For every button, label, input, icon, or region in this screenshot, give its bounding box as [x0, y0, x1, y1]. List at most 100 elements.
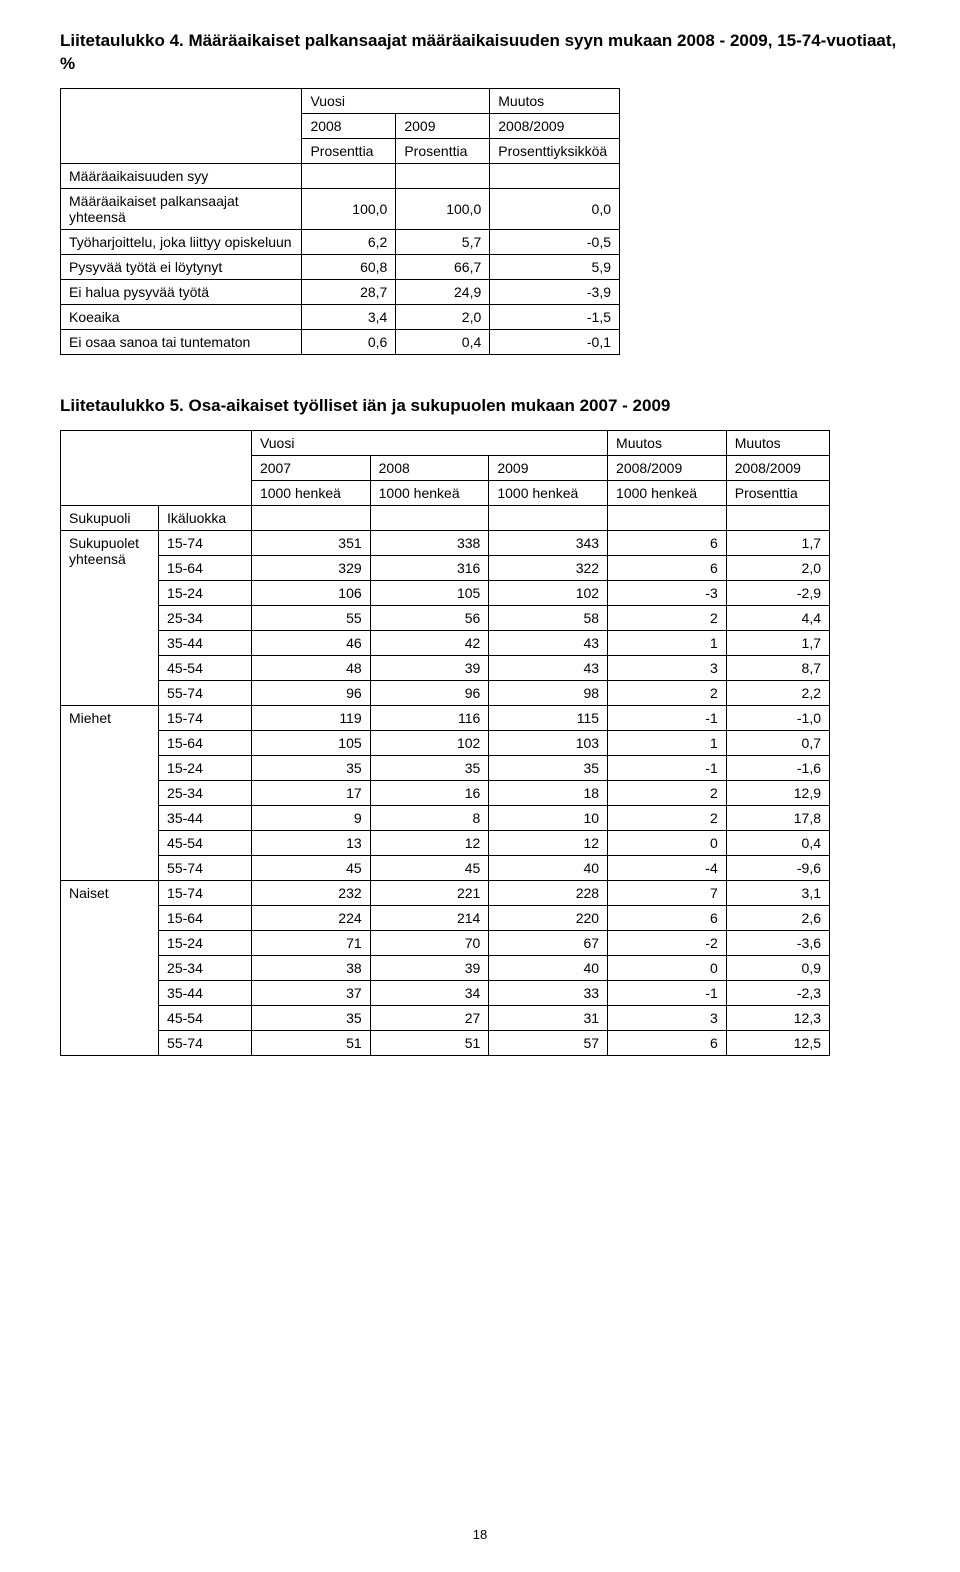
cell: -1,5 — [490, 304, 620, 329]
table4-header-muutos: Muutos — [490, 88, 620, 113]
cell: 338 — [370, 530, 489, 555]
cell: 12,5 — [726, 1030, 829, 1055]
cell: 322 — [489, 555, 608, 580]
cell: 6 — [608, 1030, 727, 1055]
cell: -3,6 — [726, 930, 829, 955]
table5-header-chg1: 2008/2009 — [608, 455, 727, 480]
age-label: 25-34 — [159, 605, 252, 630]
cell: 351 — [251, 530, 370, 555]
cell: 0,6 — [302, 329, 396, 354]
cell: 100,0 — [302, 188, 396, 229]
age-label: 15-74 — [159, 530, 252, 555]
cell: 60,8 — [302, 254, 396, 279]
table5-header-muutos2: Muutos — [726, 430, 829, 455]
cell: 38 — [251, 955, 370, 980]
cell: 70 — [370, 930, 489, 955]
age-label: 55-74 — [159, 680, 252, 705]
age-label: 15-24 — [159, 580, 252, 605]
table-row: 15-24353535-1-1,6 — [61, 755, 830, 780]
table4-title: Liitetaulukko 4. Määräaikaiset palkansaa… — [60, 30, 900, 76]
cell: 3,1 — [726, 880, 829, 905]
row-label: Työharjoittelu, joka liittyy opiskeluun — [61, 229, 302, 254]
cell: 71 — [251, 930, 370, 955]
cell: 5,9 — [490, 254, 620, 279]
cell: 0,0 — [490, 188, 620, 229]
cell: 2,2 — [726, 680, 829, 705]
table-row: Ei osaa sanoa tai tuntematon0,60,4-0,1 — [61, 329, 620, 354]
cell — [251, 505, 370, 530]
cell: 35 — [251, 1005, 370, 1030]
table5-unit-5: Prosenttia — [726, 480, 829, 505]
table5-header-2008: 2008 — [370, 455, 489, 480]
cell: -2 — [608, 930, 727, 955]
table-row: Miehet15-74119116115-1-1,0 — [61, 705, 830, 730]
table-row: 35-4446424311,7 — [61, 630, 830, 655]
age-label: 35-44 — [159, 805, 252, 830]
table-row: Pysyvää työtä ei löytynyt60,866,75,9 — [61, 254, 620, 279]
cell: -1 — [608, 755, 727, 780]
cell: 39 — [370, 655, 489, 680]
cell: 98 — [489, 680, 608, 705]
age-label: 45-54 — [159, 830, 252, 855]
cell: 34 — [370, 980, 489, 1005]
table5-header-2007: 2007 — [251, 455, 370, 480]
cell: -0,5 — [490, 229, 620, 254]
cell — [396, 163, 490, 188]
cell: 5,7 — [396, 229, 490, 254]
table5-header-vuosi: Vuosi — [251, 430, 607, 455]
table-row: 45-54352731312,3 — [61, 1005, 830, 1030]
cell: -2,3 — [726, 980, 829, 1005]
table-row: SukupuoliIkäluokka — [61, 505, 830, 530]
table-row: 55-7496969822,2 — [61, 680, 830, 705]
cell: 39 — [370, 955, 489, 980]
age-label: 15-24 — [159, 930, 252, 955]
cell: 0,7 — [726, 730, 829, 755]
row-label: Määräaikaisuuden syy — [61, 163, 302, 188]
cell: 67 — [489, 930, 608, 955]
cell: 0,4 — [726, 830, 829, 855]
table-row: Työharjoittelu, joka liittyy opiskeluun6… — [61, 229, 620, 254]
table4-header-2008: 2008 — [302, 113, 396, 138]
cell: -3,9 — [490, 279, 620, 304]
row-label: Pysyvää työtä ei löytynyt — [61, 254, 302, 279]
cell: 1 — [608, 730, 727, 755]
cell: 2 — [608, 805, 727, 830]
age-label: 15-74 — [159, 880, 252, 905]
age-label: 35-44 — [159, 630, 252, 655]
cell: 1,7 — [726, 530, 829, 555]
cell: 12,9 — [726, 780, 829, 805]
cell: 105 — [370, 580, 489, 605]
cell: 102 — [489, 580, 608, 605]
table4-header-vuosi: Vuosi — [302, 88, 490, 113]
cell — [608, 505, 727, 530]
table4-header-chg: 2008/2009 — [490, 113, 620, 138]
row-label: Määräaikaiset palkansaajat yhteensä — [61, 188, 302, 229]
cell: 57 — [489, 1030, 608, 1055]
cell: 24,9 — [396, 279, 490, 304]
table4-unit-3: Prosenttiyksikköä — [490, 138, 620, 163]
cell: 35 — [251, 755, 370, 780]
table-row: 25-3455565824,4 — [61, 605, 830, 630]
cell: 55 — [251, 605, 370, 630]
cell: -3 — [608, 580, 727, 605]
cell: 96 — [251, 680, 370, 705]
table-row: Määräaikaiset palkansaajat yhteensä100,0… — [61, 188, 620, 229]
cell: 16 — [370, 780, 489, 805]
cell: 46 — [251, 630, 370, 655]
table-row: 25-34171618212,9 — [61, 780, 830, 805]
cell — [489, 505, 608, 530]
table-row: 55-74515157612,5 — [61, 1030, 830, 1055]
cell: 221 — [370, 880, 489, 905]
group-label: Naiset — [61, 880, 159, 1055]
table4: Vuosi Muutos 2008 2009 2008/2009 Prosent… — [60, 88, 620, 355]
row-label: Ei osaa sanoa tai tuntematon — [61, 329, 302, 354]
row-label: Ei halua pysyvää työtä — [61, 279, 302, 304]
cell: 40 — [489, 955, 608, 980]
cell: 17,8 — [726, 805, 829, 830]
table-row: Koeaika3,42,0-1,5 — [61, 304, 620, 329]
cell: 232 — [251, 880, 370, 905]
cell: 96 — [370, 680, 489, 705]
cell: 37 — [251, 980, 370, 1005]
cell: 115 — [489, 705, 608, 730]
cell: 1,7 — [726, 630, 829, 655]
